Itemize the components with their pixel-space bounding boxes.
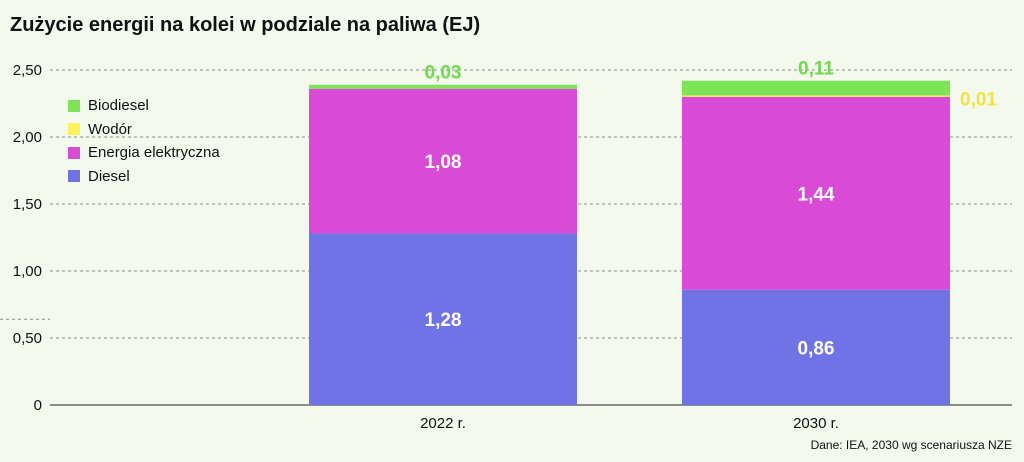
legend-item: Wodór (68, 118, 220, 142)
legend-label: Biodiesel (88, 97, 149, 115)
bar-segment (309, 88, 577, 234)
legend-label: Energia elektryczna (88, 144, 220, 162)
legend: Biodiesel Wodór Energia elektryczna Diesel (68, 94, 220, 188)
chart-title: Zużycie energii na kolei w podziale na p… (10, 14, 481, 36)
bar-segment (309, 233, 577, 405)
legend-label: Wodór (88, 120, 132, 138)
source-note: Dane: IEA, 2030 wg scenariusza NZE (810, 438, 1012, 452)
legend-swatch (68, 123, 80, 136)
y-tick-label: 1,50 (13, 196, 42, 213)
legend-item: Energia elektryczna (68, 141, 220, 165)
legend-item: Diesel (68, 165, 220, 189)
label-layer: 1,28 1,08 0,03 0,86 1,44 0,01 0,11 (425, 59, 998, 360)
legend-swatch (68, 99, 80, 112)
bar-segment (682, 95, 950, 97)
bar-segment (682, 96, 950, 290)
y-tick-label: 2,00 (13, 129, 42, 146)
legend-label: Diesel (88, 167, 130, 185)
y-tick-label: 0 (34, 397, 42, 414)
y-tick-label: 2,50 (13, 62, 42, 79)
data-label: 0,03 (425, 63, 462, 84)
data-label: 1,08 (425, 152, 462, 173)
data-label: 1,44 (798, 184, 835, 205)
data-label: 1,28 (425, 310, 462, 331)
x-tick-label: 2030 r. (793, 415, 839, 432)
data-label: 0,01 (960, 89, 997, 110)
bar-segment (309, 84, 577, 89)
bar-segment (682, 289, 950, 405)
bar-segment (682, 80, 950, 96)
data-label: 0,11 (798, 59, 834, 80)
y-tick-label: 0,50 (13, 330, 42, 347)
legend-swatch (68, 170, 80, 183)
data-label: 0,86 (798, 338, 835, 359)
bar-layer (309, 80, 950, 405)
legend-swatch (68, 146, 80, 159)
legend-item: Biodiesel (68, 94, 220, 118)
x-tick-label: 2022 r. (420, 415, 466, 432)
y-tick-label: 1,00 (13, 263, 42, 280)
